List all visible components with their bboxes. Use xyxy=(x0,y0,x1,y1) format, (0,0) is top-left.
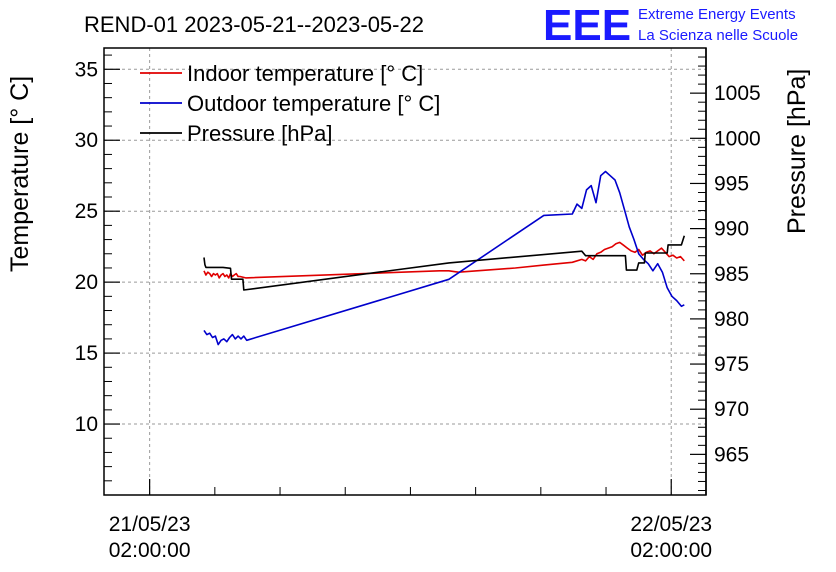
y-tick-label-35: 35 xyxy=(75,58,98,81)
series-line-2 xyxy=(203,235,686,291)
series-line-0 xyxy=(203,241,685,279)
x-tick-date-1: 22/05/23 xyxy=(630,513,712,536)
x-tick-date-0: 21/05/23 xyxy=(109,513,191,536)
y-tick-label-20: 20 xyxy=(75,271,98,294)
logo-caption-line2: La Scienza nelle Scuole xyxy=(638,27,798,44)
series-line-1 xyxy=(203,170,685,346)
y-axis-title: Temperature [° C] xyxy=(6,76,34,272)
eee-logo: EEE xyxy=(543,1,631,50)
y-tick-label-15: 15 xyxy=(75,342,98,365)
ticks: 10 15 20 25 30 35 965 970 975 980 985 990 995 1000 100… xyxy=(75,54,761,562)
series-layer xyxy=(203,170,686,346)
legend-label-1: Outdoor temperature [° C] xyxy=(187,91,440,116)
y-tick-label-25: 25 xyxy=(75,200,98,223)
y2-tick-label-1005: 1005 xyxy=(714,82,761,105)
grid xyxy=(104,48,706,495)
chart-title: REND-01 2023-05-21--2023-05-22 xyxy=(84,12,424,37)
logo-caption-line1: Extreme Energy Events xyxy=(638,6,796,23)
x-tick-time-0: 02:00:00 xyxy=(109,539,191,562)
legend: Indoor temperature [° C] Outdoor temperat… xyxy=(140,61,440,146)
y2-tick-label-990: 990 xyxy=(714,218,749,241)
y2-tick-label-970: 970 xyxy=(714,398,749,421)
y2-tick-label-1000: 1000 xyxy=(714,127,761,150)
y2-tick-label-980: 980 xyxy=(714,308,749,331)
y-tick-label-30: 30 xyxy=(75,129,98,152)
y2-axis-title: Pressure [hPa] xyxy=(783,69,811,234)
x-tick-time-1: 02:00:00 xyxy=(630,539,712,562)
legend-label-0: Indoor temperature [° C] xyxy=(187,61,423,86)
y2-tick-label-975: 975 xyxy=(714,353,749,376)
legend-label-2: Pressure [hPa] xyxy=(187,121,333,146)
y2-tick-label-985: 985 xyxy=(714,263,749,286)
y2-tick-label-965: 965 xyxy=(714,443,749,466)
y2-tick-label-995: 995 xyxy=(714,172,749,195)
y-tick-label-10: 10 xyxy=(75,413,98,436)
